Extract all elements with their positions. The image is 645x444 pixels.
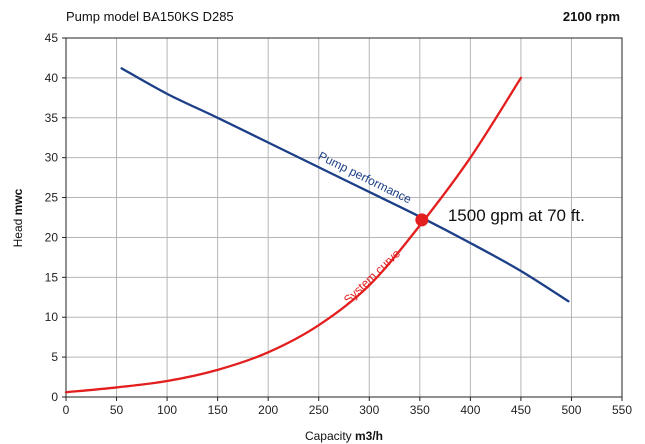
y-tick-label: 45 bbox=[45, 31, 59, 45]
y-tick-label: 15 bbox=[45, 270, 59, 284]
y-tick-label: 30 bbox=[45, 151, 59, 165]
speed-label: 2100 rpm bbox=[563, 9, 620, 24]
series-line-system-curve bbox=[64, 76, 523, 394]
chart-title: Pump model BA150KS D285 bbox=[66, 9, 234, 24]
series-line-pump-performance bbox=[120, 67, 570, 303]
y-axis-title-unit: mwc bbox=[11, 188, 25, 215]
y-tick-label: 35 bbox=[45, 111, 59, 125]
y-axis-title-prefix: Head bbox=[11, 215, 25, 247]
x-tick-label: 50 bbox=[110, 403, 124, 417]
x-tick-label: 0 bbox=[63, 403, 70, 417]
series-layer bbox=[64, 67, 570, 394]
operating-point-marker bbox=[415, 213, 429, 227]
x-axis-title-prefix: Capacity bbox=[305, 429, 355, 443]
y-tick-label: 10 bbox=[45, 310, 59, 324]
y-tick-label: 0 bbox=[51, 390, 58, 404]
x-tick-label: 350 bbox=[410, 403, 430, 417]
x-axis: 0 50 100 150 200 250 300 350 400 450 500 550 bbox=[63, 397, 632, 417]
operating-point-label: 1500 gpm at 70 ft. bbox=[448, 206, 585, 225]
y-axis: 0 5 10 15 20 25 30 35 40 45 bbox=[45, 31, 66, 404]
x-axis-title-unit: m3/h bbox=[355, 429, 383, 443]
y-axis-title: Head mwc bbox=[11, 188, 25, 247]
x-tick-label: 150 bbox=[208, 403, 228, 417]
x-tick-label: 400 bbox=[460, 403, 480, 417]
x-tick-label: 500 bbox=[561, 403, 581, 417]
y-tick-label: 25 bbox=[45, 191, 59, 205]
y-tick-label: 20 bbox=[45, 230, 59, 244]
x-axis-title: Capacity m3/h bbox=[305, 429, 383, 443]
y-tick-label: 40 bbox=[45, 71, 59, 85]
x-tick-label: 250 bbox=[309, 403, 329, 417]
x-tick-label: 450 bbox=[511, 403, 531, 417]
system-curve-label: System curve bbox=[341, 246, 403, 307]
plot-frame bbox=[65, 37, 623, 398]
y-tick-label: 5 bbox=[51, 350, 58, 364]
x-tick-label: 300 bbox=[359, 403, 379, 417]
x-tick-label: 550 bbox=[612, 403, 632, 417]
x-tick-label: 100 bbox=[157, 403, 177, 417]
x-tick-label: 200 bbox=[258, 403, 278, 417]
